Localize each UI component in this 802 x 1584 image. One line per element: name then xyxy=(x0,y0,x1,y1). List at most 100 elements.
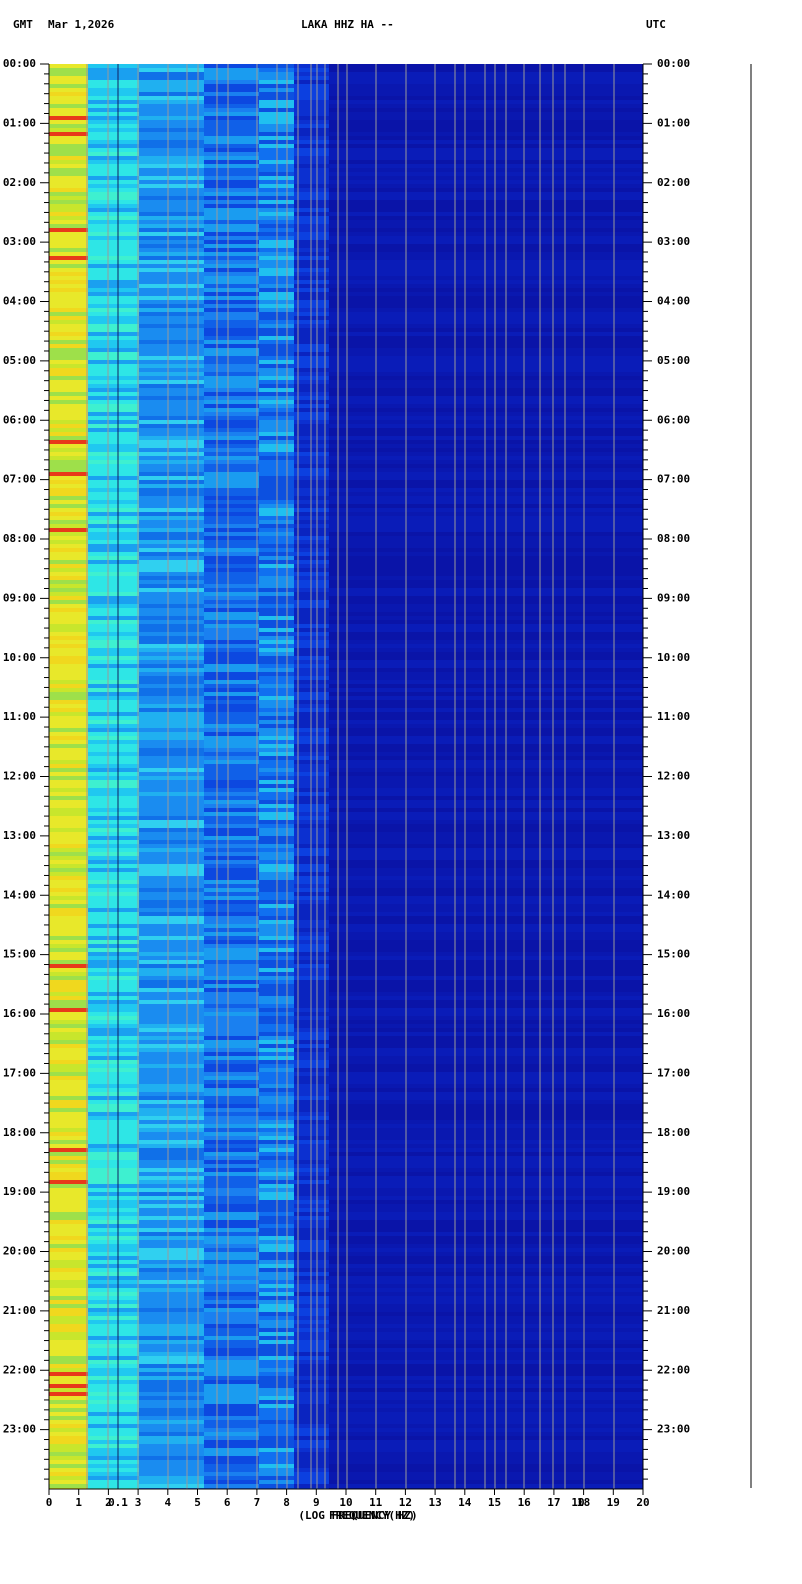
spectrum-cell xyxy=(88,468,139,472)
time-label: 08:00 xyxy=(657,532,690,545)
spectrum-cell xyxy=(329,1068,643,1072)
spectrum-cell xyxy=(88,212,139,216)
spectrum-cell xyxy=(139,1428,204,1432)
spectrum-cell xyxy=(204,132,259,136)
spectrum-cell xyxy=(139,652,204,656)
spectrum-cell xyxy=(204,1428,259,1432)
spectrum-cell xyxy=(204,1356,259,1360)
spectrum-cell xyxy=(204,192,259,196)
spectrum-cell xyxy=(139,152,204,156)
spectrum-cell xyxy=(49,236,88,240)
spectrum-cell xyxy=(49,252,88,256)
spectrum-cell xyxy=(88,264,139,268)
spectrum-cell xyxy=(49,1392,88,1396)
spectrum-cell xyxy=(204,1320,259,1324)
spectrum-cell xyxy=(204,1120,259,1124)
spectrum-cell xyxy=(88,1096,139,1100)
spectrum-cell xyxy=(204,68,259,72)
spectrum-cell xyxy=(49,120,88,124)
spectrum-cell xyxy=(139,1004,204,1008)
spectrum-cell xyxy=(49,1084,88,1088)
spectrum-cell xyxy=(88,1344,139,1348)
spectrum-cell xyxy=(88,1440,139,1444)
spectrum-cell xyxy=(49,604,88,608)
spectrum-cell xyxy=(88,920,139,924)
spectrum-cell xyxy=(204,528,259,532)
spectrum-cell xyxy=(139,1196,204,1200)
spectrum-cell xyxy=(204,236,259,240)
spectrum-cell xyxy=(329,1104,643,1108)
time-label: 01:00 xyxy=(657,116,690,129)
spectrum-cell xyxy=(88,1420,139,1424)
spectrum-cell xyxy=(139,1344,204,1348)
freq-label: 9 xyxy=(313,1496,320,1509)
spectrum-cell xyxy=(329,1408,643,1412)
spectrum-cell xyxy=(204,1020,259,1024)
spectrum-cell xyxy=(329,192,643,196)
spectrum-cell xyxy=(204,1132,259,1136)
spectrum-cell xyxy=(49,456,88,460)
spectrum-cell xyxy=(49,640,88,644)
spectrum-cell xyxy=(88,1092,139,1096)
spectrum-cell xyxy=(329,1340,643,1344)
spectrum-cell xyxy=(329,872,643,876)
spectrum-cell xyxy=(49,1268,88,1272)
time-label: 00:00 xyxy=(657,57,690,70)
freq-label: 6 xyxy=(224,1496,231,1509)
spectrum-cell xyxy=(329,564,643,568)
spectrum-cell xyxy=(204,152,259,156)
spectrum-cell xyxy=(49,340,88,344)
spectrum-cell xyxy=(139,784,204,788)
spectrum-cell xyxy=(88,108,139,112)
spectrum-cell xyxy=(88,580,139,584)
spectrum-cell xyxy=(88,672,139,676)
spectrum-cell xyxy=(204,588,259,592)
spectrum-cell xyxy=(204,248,259,252)
spectrum-cell xyxy=(139,376,204,380)
spectrum-cell xyxy=(329,396,643,400)
spectrum-cell xyxy=(49,748,88,752)
spectrum-cell xyxy=(204,996,259,1000)
spectrum-cell xyxy=(329,704,643,708)
spectrum-cell xyxy=(88,1304,139,1308)
spectrum-cell xyxy=(139,840,204,844)
spectrum-cell xyxy=(329,1268,643,1272)
spectrum-cell xyxy=(88,244,139,248)
spectrum-cell xyxy=(88,716,139,720)
spectrum-cell xyxy=(204,1460,259,1464)
spectrum-cell xyxy=(139,588,204,592)
spectrum-cell xyxy=(49,1440,88,1444)
spectrum-cell xyxy=(329,620,643,624)
spectrum-cell xyxy=(329,304,643,308)
spectrum-cell xyxy=(88,576,139,580)
spectrum-cell xyxy=(329,232,643,236)
spectrum-cell xyxy=(139,148,204,152)
spectrum-cell xyxy=(49,620,88,624)
spectrum-cell xyxy=(49,1116,88,1120)
spectrum-cell xyxy=(88,292,139,296)
spectrum-cell xyxy=(49,1200,88,1204)
spectrum-cell xyxy=(204,496,259,500)
spectrum-cell xyxy=(204,308,259,312)
spectrum-cell xyxy=(329,944,643,948)
spectrum-cell xyxy=(329,148,643,152)
spectrum-cell xyxy=(139,1256,204,1260)
spectrum-cell xyxy=(49,160,88,164)
spectrum-cell xyxy=(329,332,643,336)
spectrum-cell xyxy=(329,1072,643,1076)
spectrum-cell xyxy=(329,684,643,688)
spectrum-cell xyxy=(88,68,139,72)
spectrum-cell xyxy=(204,1312,259,1316)
spectrum-cell xyxy=(204,1416,259,1420)
spectrum-cell xyxy=(49,1288,88,1292)
spectrum-cell xyxy=(329,856,643,860)
spectrum-cell xyxy=(139,972,204,976)
spectrum-cell xyxy=(204,568,259,572)
spectrum-cell xyxy=(204,1044,259,1048)
spectrum-cell xyxy=(329,284,643,288)
spectrum-cell xyxy=(88,696,139,700)
spectrum-cell xyxy=(329,164,643,168)
spectrum-cell xyxy=(88,196,139,200)
spectrum-cell xyxy=(88,1080,139,1084)
spectrum-cell xyxy=(139,280,204,284)
